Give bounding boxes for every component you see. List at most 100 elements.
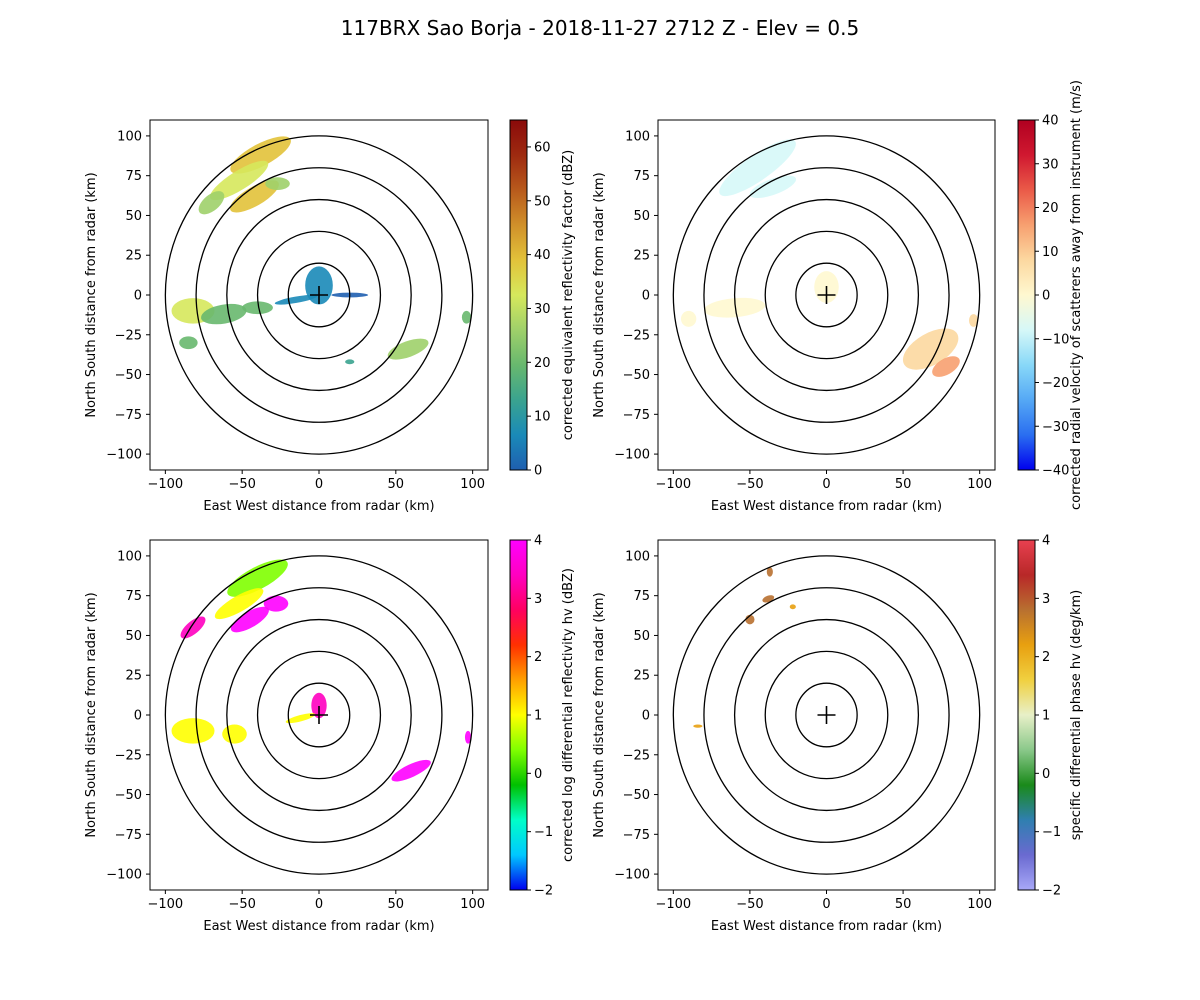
range-ring <box>256 650 382 780</box>
colorbar-tick-label: 20 <box>534 356 551 371</box>
echo-region <box>461 310 472 324</box>
y-tick-label: −25 <box>623 748 650 763</box>
x-axis-label: East West distance from radar (km) <box>711 499 942 514</box>
echo-region <box>345 359 355 365</box>
colorbar <box>1017 119 1036 471</box>
y-tick-label: 75 <box>125 589 142 604</box>
y-tick-label: 25 <box>633 249 650 264</box>
range-ring <box>195 587 443 843</box>
echo-region <box>179 336 198 350</box>
x-tick-label: −50 <box>228 477 255 492</box>
y-tick-label: −100 <box>614 868 650 883</box>
colorbar-tick-label: −40 <box>1042 464 1069 479</box>
plot-area <box>672 135 981 455</box>
y-tick-label: −100 <box>614 448 650 463</box>
colorbar-tick-label: −2 <box>534 884 553 899</box>
range-ring <box>226 618 412 812</box>
colorbar-tick-label: 1 <box>1042 709 1050 724</box>
colorbar-tick-label: 0 <box>534 767 542 782</box>
colorbar-tick-label: 20 <box>1042 201 1059 216</box>
y-tick-label: 75 <box>125 169 142 184</box>
y-tick-label: −75 <box>115 408 142 423</box>
colorbar-tick-label: 3 <box>1042 592 1050 607</box>
y-tick-label: −50 <box>115 788 142 803</box>
colorbar-tick-label: 1 <box>534 709 542 724</box>
y-tick-label: 100 <box>117 129 142 144</box>
x-tick-label: 0 <box>315 897 323 912</box>
y-tick-label: −25 <box>623 328 650 343</box>
y-tick-label: −100 <box>106 868 142 883</box>
range-ring <box>733 618 920 812</box>
colorbar-tick-label: 10 <box>534 410 551 425</box>
colorbar-tick-label: 40 <box>534 248 551 263</box>
range-ring <box>795 682 858 748</box>
range-ring <box>164 555 474 875</box>
colorbar-tick-label: 2 <box>1042 650 1050 665</box>
y-tick-label: 0 <box>642 709 650 724</box>
echo-region <box>680 310 697 327</box>
x-tick-label: 50 <box>388 897 405 912</box>
colorbar-tick-label: 3 <box>534 592 542 607</box>
echo-region <box>932 356 960 377</box>
colorbar-tick-label: 4 <box>1042 534 1050 549</box>
y-axis-label: North South distance from radar (km) <box>84 592 99 837</box>
colorbar-tick-label: 0 <box>534 464 542 479</box>
colorbar-label: corrected log differential reflectivity … <box>561 568 576 862</box>
range-ring <box>672 135 981 455</box>
range-ring <box>195 167 443 423</box>
panel-bottom-right: −100 −50 0 50 100 −100 −75 −50 −25 0 25 50 75 100 East… <box>592 534 1084 935</box>
x-tick-label: 50 <box>388 477 405 492</box>
x-axis-label: East West distance from radar (km) <box>711 919 942 934</box>
colorbar-label: corrected equivalent reflectivity factor… <box>561 150 576 441</box>
x-tick-label: 50 <box>895 477 912 492</box>
x-axis-label: East West distance from radar (km) <box>203 499 434 514</box>
echo-region <box>387 338 429 360</box>
colorbar <box>1017 539 1036 891</box>
y-tick-label: 25 <box>125 249 142 264</box>
range-ring <box>226 198 412 392</box>
x-tick-label: 0 <box>822 897 830 912</box>
echo-region <box>902 328 959 370</box>
range-ring <box>672 555 981 875</box>
range-ring <box>164 135 474 455</box>
range-ring <box>703 587 950 843</box>
range-ring <box>287 682 351 748</box>
colorbar-tick-label: −30 <box>1042 420 1069 435</box>
y-tick-label: 75 <box>633 589 650 604</box>
echo-region <box>230 136 291 174</box>
y-tick-label: −25 <box>115 748 142 763</box>
x-tick-label: −100 <box>655 897 691 912</box>
colorbar-label: corrected radial velocity of scatterers … <box>1069 80 1084 510</box>
plot-area <box>164 555 474 875</box>
echo-region <box>285 713 316 724</box>
echo-region <box>210 160 269 201</box>
echo-region <box>464 730 472 744</box>
colorbar-tick-label: −1 <box>1042 825 1061 840</box>
y-tick-label: 50 <box>125 629 142 644</box>
plot-area <box>164 135 474 455</box>
colorbar-tick-label: −2 <box>1042 884 1061 899</box>
y-tick-label: −75 <box>623 408 650 423</box>
colorbar-tick-label: 40 <box>1042 114 1059 129</box>
echo-region <box>265 177 290 191</box>
echo-region <box>311 692 327 719</box>
echo-region <box>693 724 703 728</box>
y-tick-label: −50 <box>623 368 650 383</box>
echo-region <box>766 567 773 577</box>
echo-region <box>968 314 979 327</box>
colorbar-label: specific differential phase hv (deg/km) <box>1069 590 1084 840</box>
y-axis-label: North South distance from radar (km) <box>592 592 607 837</box>
y-tick-label: 0 <box>134 709 142 724</box>
panel-top-left: −100 −50 0 50 100−100−75−50−250255075100East… <box>84 119 576 514</box>
colorbar-tick-label: −20 <box>1042 376 1069 391</box>
range-ring <box>764 650 889 780</box>
x-tick-label: −100 <box>148 897 184 912</box>
y-tick-label: 0 <box>134 289 142 304</box>
range-ring <box>703 167 950 423</box>
y-tick-label: 50 <box>633 629 650 644</box>
colorbar <box>509 539 528 891</box>
y-tick-label: 50 <box>125 209 142 224</box>
y-tick-label: 25 <box>125 669 142 684</box>
colorbar-tick-label: 10 <box>1042 245 1059 260</box>
